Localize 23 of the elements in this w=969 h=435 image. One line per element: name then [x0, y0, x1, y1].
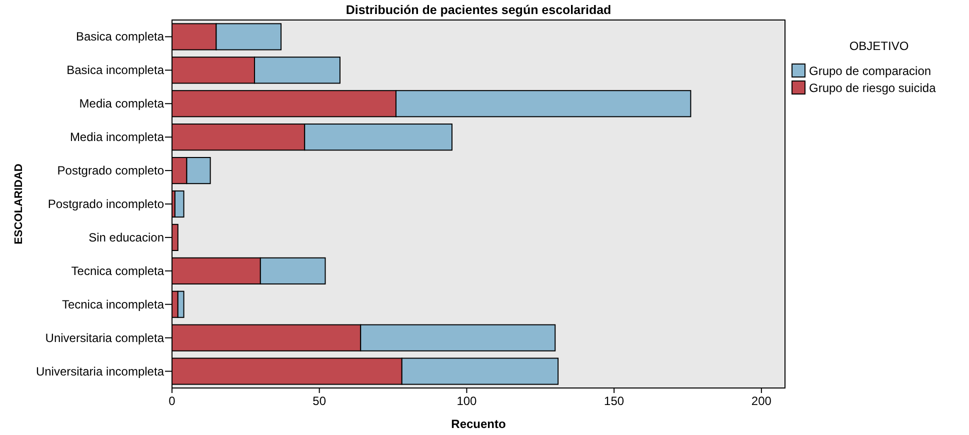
y-tick-label: Tecnica completa — [71, 264, 164, 278]
y-tick-label: Media completa — [79, 96, 164, 111]
y-tick-label: Tecnica incompleta — [62, 297, 164, 312]
y-tick-label: Media incompleta — [70, 130, 164, 144]
x-tick-label: 200 — [751, 394, 772, 408]
y-tick-label: Sin educacion — [88, 230, 164, 244]
legend-title: OBJETIVO — [849, 39, 909, 53]
legend-label: Grupo de riesgo suicida — [809, 81, 936, 95]
legend-label: Grupo de comparacion — [809, 64, 932, 78]
y-tick-label: Basica incompleta — [66, 63, 164, 78]
chart-title: Distribución de pacientes según escolaridad — [346, 3, 612, 17]
x-tick-label: 50 — [312, 394, 326, 408]
bar — [174, 190, 184, 218]
y-axis-title: ESCOLARIDAD — [13, 164, 25, 244]
x-tick-label: 0 — [168, 394, 176, 408]
y-tick-label: Basica completa — [76, 30, 164, 44]
x-tick-label: 150 — [604, 394, 624, 408]
x-axis-title: Recuento — [451, 417, 506, 431]
y-tick-label: Postgrado incompleto — [48, 197, 164, 211]
y-tick-label: Universitaria incompleta — [36, 364, 164, 378]
y-tick-label: Universitaria completa — [45, 330, 164, 345]
x-tick-label: 100 — [456, 394, 478, 408]
y-tick-label: Postgrado completo — [57, 164, 164, 178]
